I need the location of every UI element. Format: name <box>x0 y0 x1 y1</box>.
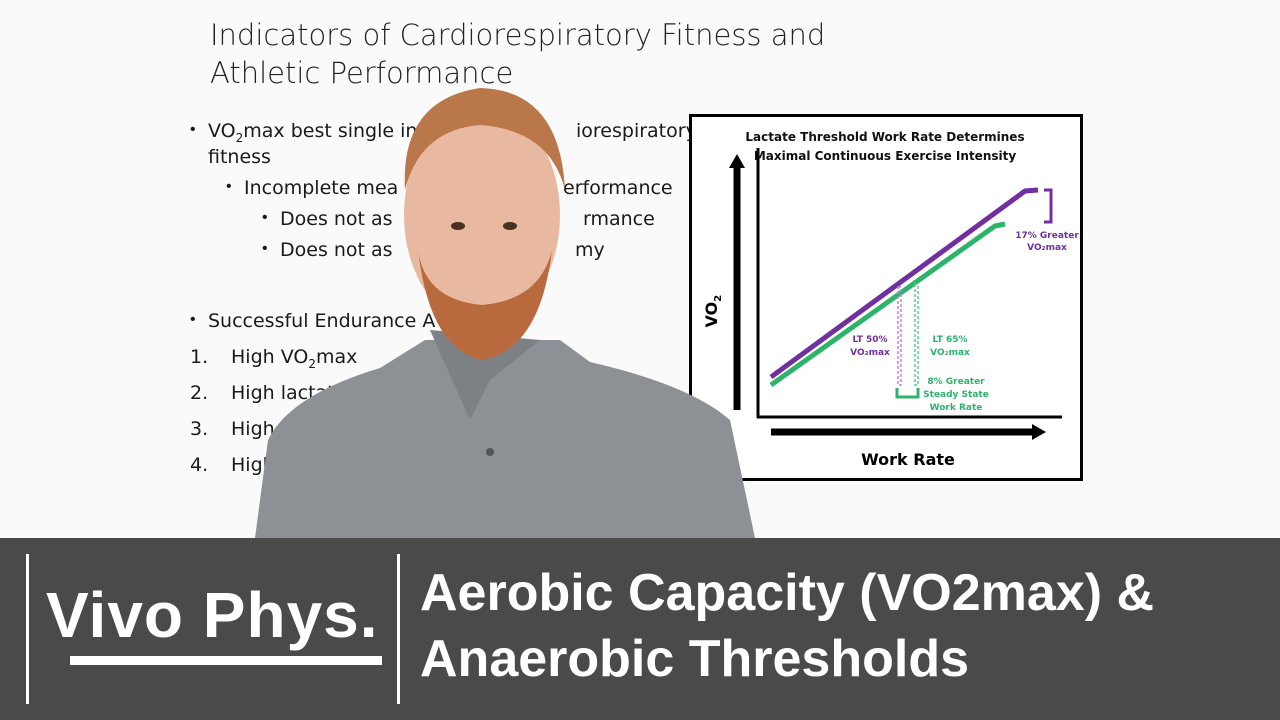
numbered-item-3: 3. <box>190 418 209 440</box>
bullet-icon: • <box>226 178 232 195</box>
lecture-slide: Indicators of Cardiorespiratory Fitness … <box>190 16 1083 538</box>
numbered-item-1-text: High VO2max <box>231 346 358 371</box>
presenter-beard <box>418 250 552 360</box>
diagram-title-line-2: Maximal Continuous Exercise Intensity <box>753 149 1017 163</box>
green-bracket <box>895 388 920 399</box>
numbered-item-2: 2. <box>190 382 209 404</box>
bullet-does-not-2-end: my <box>575 239 605 261</box>
x-axis-label: Work Rate <box>861 450 955 469</box>
y-arrow-head <box>729 154 745 168</box>
vo2max-difference-label: 17% Greater VO₂max <box>1015 231 1079 253</box>
numbered-item-4-text: High <box>231 454 275 476</box>
slide-title-line-2: Athletic Performance <box>210 56 514 90</box>
x-arrow-head <box>1032 424 1046 440</box>
logo-underline <box>70 656 382 665</box>
bullet-successful: Successful Endurance A <box>208 310 436 332</box>
purple-bracket <box>1044 188 1053 224</box>
bullet-does-not-1-end: rmance <box>583 208 655 230</box>
video-title-line-2: Anaerobic Thresholds <box>420 630 969 688</box>
divider <box>397 554 400 704</box>
slide-title: Indicators of Cardiorespiratory Fitness … <box>210 16 825 92</box>
bullet-vo2max-end: iorespiratory <box>576 120 697 142</box>
shirt-button <box>486 448 494 456</box>
numbered-item-4: 4. <box>190 454 209 476</box>
bullet-vo2max: VO2max best single in <box>208 120 418 145</box>
bullet-vo2max-line2: fitness <box>208 146 271 168</box>
lt50-label: LT 50% VO₂max <box>850 335 890 358</box>
presenter-hair <box>404 88 565 190</box>
numbered-item-1: 1. <box>190 346 209 368</box>
lactate-threshold-diagram <box>689 114 1083 481</box>
purple-line <box>769 187 1039 380</box>
bullet-does-not-1: Does not as <box>280 208 393 230</box>
diagram-title-line-1: Lactate Threshold Work Rate Determines <box>745 130 1025 144</box>
diagram-graphics <box>729 148 1062 440</box>
bullet-icon: • <box>262 240 268 257</box>
bullet-icon: • <box>190 121 196 138</box>
bullet-does-not-2: Does not as <box>280 239 393 261</box>
green-line <box>769 221 1006 388</box>
video-title: Aerobic Capacity (VO2max) & Anaerobic Th… <box>420 560 1154 692</box>
lt50-dashed-marker <box>897 286 902 386</box>
vivo-phys-logo: Vivo Phys. <box>46 579 379 651</box>
work-rate-difference-label: 8% Greater Steady State Work Rate <box>923 377 989 413</box>
bullet-icon: • <box>190 311 196 328</box>
lt65-dashed-marker <box>914 283 919 386</box>
title-banner: Vivo Phys. Aerobic Capacity (VO2max) & A… <box>0 538 1280 720</box>
divider <box>26 554 29 704</box>
presenter-face <box>404 105 560 325</box>
slide-title-line-1: Indicators of Cardiorespiratory Fitness … <box>210 18 826 52</box>
presenter-shirt <box>255 340 755 538</box>
bullet-incomplete: Incomplete mea <box>244 177 399 199</box>
lt65-label: LT 65% VO₂max <box>930 335 970 358</box>
bullet-icon: • <box>262 209 268 226</box>
diagram-title: Lactate Threshold Work Rate Determines M… <box>700 128 1070 166</box>
video-title-line-1: Aerobic Capacity (VO2max) & <box>420 564 1155 622</box>
bullet-incomplete-end: erformance <box>563 177 673 199</box>
presenter-video <box>255 88 755 538</box>
